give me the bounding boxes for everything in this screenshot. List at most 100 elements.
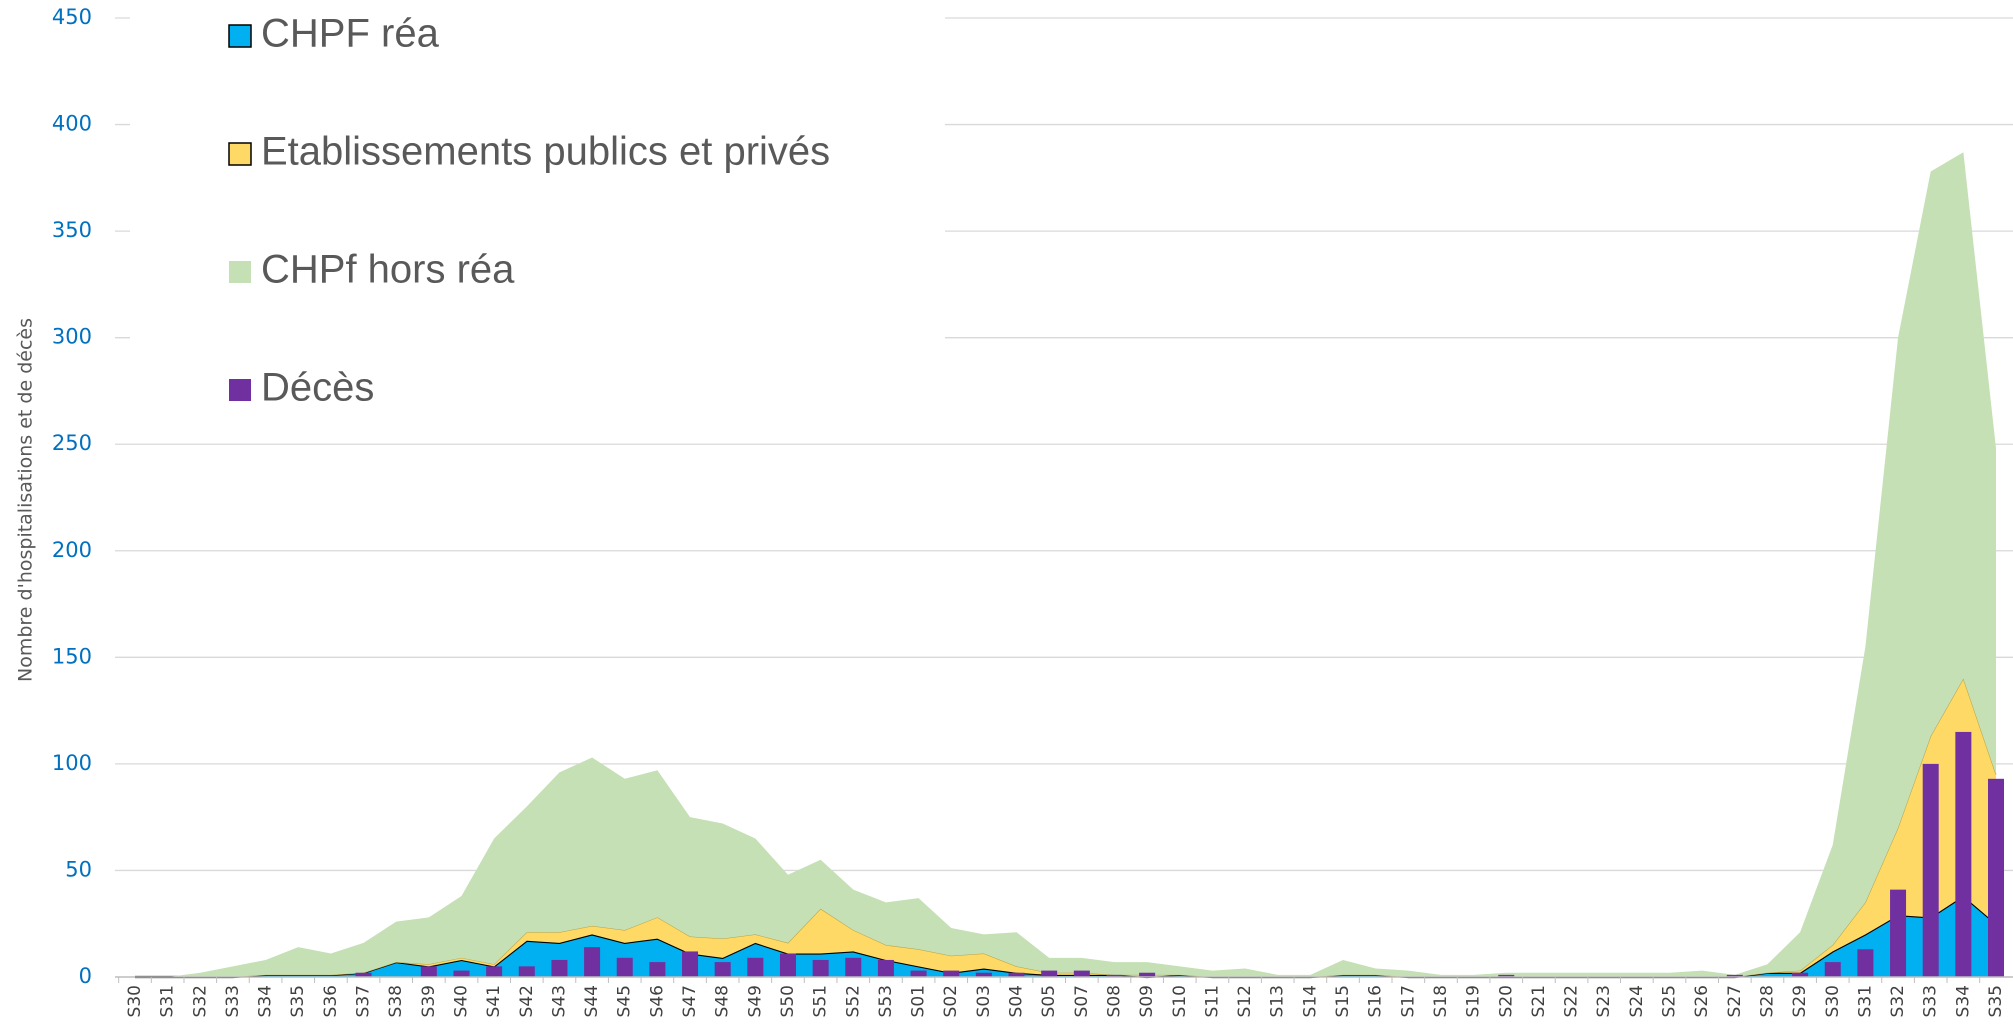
bar xyxy=(616,957,633,977)
x-tick-label: S35 xyxy=(288,985,308,1017)
x-tick-label: S22 xyxy=(1562,985,1582,1017)
y-tick-label: 300 xyxy=(52,325,92,349)
bar xyxy=(1955,731,1972,977)
legend-label: CHPf hors réa xyxy=(261,248,515,292)
x-tick-label: S30 xyxy=(125,985,145,1017)
x-tick-label: S28 xyxy=(1757,985,1777,1017)
y-tick-label: 150 xyxy=(52,644,92,668)
legend-label: Décès xyxy=(261,366,374,410)
x-tick-label: S03 xyxy=(974,985,994,1017)
bar xyxy=(975,972,992,977)
bar xyxy=(1792,972,1809,977)
bar xyxy=(910,970,927,977)
x-tick-label: S40 xyxy=(451,985,471,1017)
x-tick-label: S39 xyxy=(419,985,439,1017)
y-tick-label: 200 xyxy=(52,538,92,562)
x-tick-label: S24 xyxy=(1627,985,1647,1017)
x-tick-label: S30 xyxy=(1823,985,1843,1017)
x-tick-label: S34 xyxy=(256,985,276,1017)
x-tick-label: S27 xyxy=(1725,985,1745,1017)
bar xyxy=(877,959,894,977)
x-tick-label: S21 xyxy=(1529,985,1549,1017)
x-tick-label: S53 xyxy=(876,985,896,1017)
x-tick-label: S18 xyxy=(1431,985,1451,1017)
x-tick-label: S36 xyxy=(321,985,341,1017)
bar xyxy=(355,972,372,977)
bar xyxy=(1824,962,1841,977)
x-tick-label: S43 xyxy=(549,985,569,1017)
x-tick-label: S02 xyxy=(941,985,961,1017)
legend-label: Etablissements publics et privés xyxy=(261,130,830,174)
bar xyxy=(1988,778,2004,977)
x-tick-label: S45 xyxy=(615,985,635,1017)
bar xyxy=(943,970,960,977)
x-tick-label: S07 xyxy=(1072,985,1092,1017)
legend-swatch xyxy=(229,261,251,283)
legend-swatch xyxy=(229,379,251,401)
bar xyxy=(584,947,601,977)
bar xyxy=(812,959,829,977)
bar xyxy=(845,957,862,977)
bar xyxy=(779,953,796,977)
x-tick-label: S42 xyxy=(517,985,537,1017)
bar xyxy=(682,951,699,977)
bar xyxy=(1106,974,1123,977)
x-tick-label: S49 xyxy=(745,985,765,1017)
x-tick-label: S47 xyxy=(680,985,700,1017)
bar xyxy=(1922,763,1939,977)
x-tick-label: S44 xyxy=(582,985,602,1017)
legend-label: CHPF réa xyxy=(261,12,440,56)
x-tick-label: S10 xyxy=(1170,985,1190,1017)
x-tick-label: S32 xyxy=(1888,985,1908,1017)
y-tick-label: 400 xyxy=(52,112,92,136)
y-tick-label: 50 xyxy=(65,857,92,881)
x-tick-label: S13 xyxy=(1268,985,1288,1017)
x-tick-label: S52 xyxy=(843,985,863,1017)
x-tick-label: S29 xyxy=(1790,985,1810,1017)
x-tick-label: S12 xyxy=(1235,985,1255,1017)
x-tick-label: S09 xyxy=(1137,985,1157,1017)
y-tick-label: 0 xyxy=(79,964,92,988)
x-tick-label: S19 xyxy=(1464,985,1484,1017)
y-axis-title: Nombre d'hospitalisations et de décès xyxy=(15,318,37,682)
y-tick-label: 450 xyxy=(52,5,92,29)
x-tick-label: S46 xyxy=(647,985,667,1017)
x-tick-label: S35 xyxy=(1986,985,2006,1017)
x-tick-label: S11 xyxy=(1202,985,1222,1017)
bar xyxy=(420,966,437,977)
x-tick-label: S32 xyxy=(190,985,210,1017)
bar xyxy=(1073,970,1090,977)
legend-swatch xyxy=(228,24,252,48)
y-tick-label: 350 xyxy=(52,218,92,242)
x-tick-label: S50 xyxy=(778,985,798,1017)
x-tick-label: S01 xyxy=(909,985,929,1017)
x-tick-label: S05 xyxy=(1039,985,1059,1017)
legend-swatch xyxy=(228,142,252,166)
x-tick-label: S48 xyxy=(713,985,733,1017)
bar xyxy=(551,959,568,977)
bar xyxy=(1139,972,1156,977)
x-tick-label: S14 xyxy=(1300,985,1320,1017)
bar xyxy=(1498,974,1515,977)
x-tick-label: S31 xyxy=(158,985,178,1017)
x-tick-label: S38 xyxy=(386,985,406,1017)
x-tick-label: S16 xyxy=(1366,985,1386,1017)
bar xyxy=(714,962,731,977)
x-tick-label: S31 xyxy=(1855,985,1875,1017)
x-tick-label: S33 xyxy=(1921,985,1941,1017)
x-tick-label: S15 xyxy=(1333,985,1353,1017)
bar xyxy=(649,962,666,977)
x-tick-label: S08 xyxy=(1104,985,1124,1017)
bar xyxy=(1726,974,1743,977)
x-tick-label: S41 xyxy=(484,985,504,1017)
bar xyxy=(453,970,470,977)
bar xyxy=(518,966,535,977)
y-tick-label: 250 xyxy=(52,431,92,455)
bar xyxy=(1041,970,1058,977)
x-tick-label: S33 xyxy=(223,985,243,1017)
x-tick-label: S26 xyxy=(1692,985,1712,1017)
bar xyxy=(747,957,764,977)
x-tick-label: S04 xyxy=(1007,985,1027,1017)
x-tick-label: S25 xyxy=(1660,985,1680,1017)
